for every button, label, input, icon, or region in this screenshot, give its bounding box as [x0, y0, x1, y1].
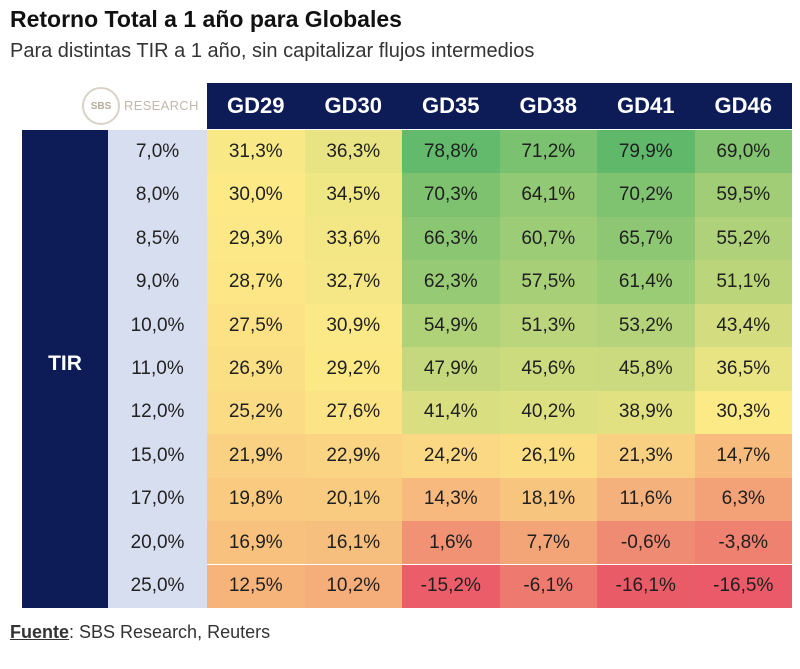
heatmap-cell: 11,6%: [597, 477, 695, 522]
row-label: 12,0%: [130, 401, 185, 423]
heatmap-cell: 25,2%: [207, 390, 305, 435]
heatmap-cell: 34,5%: [304, 173, 402, 217]
heatmap-cell: 57,5%: [499, 260, 597, 304]
heatmap-cell: 27,6%: [304, 390, 402, 435]
logo-mark: SBS: [82, 87, 120, 125]
heatmap-cell: 33,6%: [304, 216, 402, 261]
heatmap-cell: 32,7%: [304, 260, 402, 304]
row-label: 15,0%: [130, 444, 185, 466]
heatmap-cell: 14,3%: [402, 477, 500, 522]
row-label: 10,0%: [130, 314, 185, 336]
logo-text: RESEARCH: [124, 98, 199, 113]
heatmap-cell: 60,7%: [499, 216, 597, 261]
chart-title: Retorno Total a 1 año para Globales: [10, 6, 402, 32]
heatmap-cell: 69,0%: [694, 130, 792, 174]
row-header-bar: [22, 130, 108, 608]
column-header-gd38: GD38: [519, 93, 577, 118]
column-header-gd30: GD30: [324, 93, 382, 118]
heatmap-cell: 7,7%: [499, 521, 597, 565]
heatmap-cell: 64,1%: [499, 173, 597, 217]
heatmap-cell: -15,2%: [402, 564, 500, 608]
heatmap-cell: 45,8%: [597, 347, 695, 391]
heatmap-cell: 30,3%: [694, 390, 792, 435]
row-label: 17,0%: [130, 488, 185, 510]
heatmap-cell: 70,3%: [402, 173, 500, 217]
heatmap-cell: 45,6%: [499, 347, 597, 391]
heatmap-cell: 55,2%: [694, 216, 792, 261]
heatmap-cell: 78,8%: [402, 130, 500, 174]
heatmap-cell: 31,3%: [207, 130, 305, 174]
heatmap-cell: 27,5%: [207, 303, 305, 348]
heatmap-cell: 22,9%: [304, 434, 402, 478]
heatmap-cell: -3,8%: [694, 521, 792, 565]
heatmap-cell: 19,8%: [207, 477, 305, 522]
heatmap-cell: 14,7%: [694, 434, 792, 478]
heatmap-cell: 24,2%: [402, 434, 500, 478]
column-header-bar: [207, 83, 792, 129]
heatmap-cell: 41,4%: [402, 390, 500, 435]
heatmap-cell: 26,3%: [207, 347, 305, 391]
row-header-label: TIR: [48, 352, 82, 375]
source-note: Fuente: SBS Research, Reuters: [10, 622, 270, 643]
column-header-gd35: GD35: [422, 93, 480, 118]
heatmap-cell: 54,9%: [402, 303, 500, 348]
row-label: 8,0%: [135, 184, 180, 206]
row-label: 8,5%: [135, 227, 180, 249]
heatmap-cell: -16,1%: [597, 564, 695, 608]
heatmap-cell: 59,5%: [694, 173, 792, 217]
heatmap-cell: 1,6%: [402, 521, 500, 565]
column-header-gd41: GD41: [617, 93, 675, 118]
heatmap-cell: 51,1%: [694, 260, 792, 304]
heatmap-cell: 18,1%: [499, 477, 597, 522]
column-header-gd46: GD46: [714, 93, 772, 118]
heatmap-cell: 21,9%: [207, 434, 305, 478]
heatmap-cell: 38,9%: [597, 390, 695, 435]
heatmap-cell: 30,9%: [304, 303, 402, 348]
heatmap-cell: 66,3%: [402, 216, 500, 261]
heatmap-cell: 28,7%: [207, 260, 305, 304]
heatmap-cell: 29,3%: [207, 216, 305, 261]
rate-column-background: [108, 130, 207, 608]
row-label: 9,0%: [135, 271, 180, 293]
heatmap-cell: 16,1%: [304, 521, 402, 565]
source-text: : SBS Research, Reuters: [69, 622, 271, 642]
returns-heatmap: 31,3% 36,3% 78,8% 71,2% 79,9% 69,0% 30,0% 34,5%…: [207, 130, 792, 608]
sbs-research-logo: SBS RESEARCH: [82, 85, 207, 127]
row-label: 7,0%: [135, 140, 180, 162]
heatmap-cell: 16,9%: [207, 521, 305, 565]
heatmap-cell: 30,0%: [207, 173, 305, 217]
heatmap-cell: 6,3%: [694, 477, 792, 522]
column-header-gd29: GD29: [227, 93, 285, 118]
heatmap-cell: 21,3%: [597, 434, 695, 478]
heatmap-cell: 12,5%: [207, 564, 305, 608]
heatmap-cell: -0,6%: [597, 521, 695, 565]
heatmap-cell: 61,4%: [597, 260, 695, 304]
heatmap-cell: -6,1%: [499, 564, 597, 608]
heatmap-cell: 65,7%: [597, 216, 695, 261]
heatmap-cell: 26,1%: [499, 434, 597, 478]
heatmap-cell: 43,4%: [694, 303, 792, 348]
heatmap-cell: 47,9%: [402, 347, 500, 391]
heatmap-cell: 10,2%: [304, 564, 402, 608]
heatmap-cell: 36,5%: [694, 347, 792, 391]
row-label: 11,0%: [131, 357, 184, 379]
heatmap-cell: 29,2%: [304, 347, 402, 391]
heatmap-cell: 70,2%: [597, 173, 695, 217]
heatmap-cell: 62,3%: [402, 260, 500, 304]
heatmap-cell: 71,2%: [499, 130, 597, 174]
row-label: 20,0%: [130, 531, 185, 553]
heatmap-cell: -16,5%: [694, 564, 792, 608]
heatmap-cell: 53,2%: [597, 303, 695, 348]
heatmap-cell: 20,1%: [304, 477, 402, 522]
row-label: 25,0%: [130, 575, 185, 597]
chart-subtitle: Para distintas TIR a 1 año, sin capitali…: [10, 40, 535, 62]
heatmap-cell: 40,2%: [499, 390, 597, 435]
source-label: Fuente: [10, 622, 70, 642]
heatmap-cell: 36,3%: [304, 130, 402, 174]
heatmap-cell: 79,9%: [597, 130, 695, 174]
heatmap-cell: 51,3%: [499, 303, 597, 348]
